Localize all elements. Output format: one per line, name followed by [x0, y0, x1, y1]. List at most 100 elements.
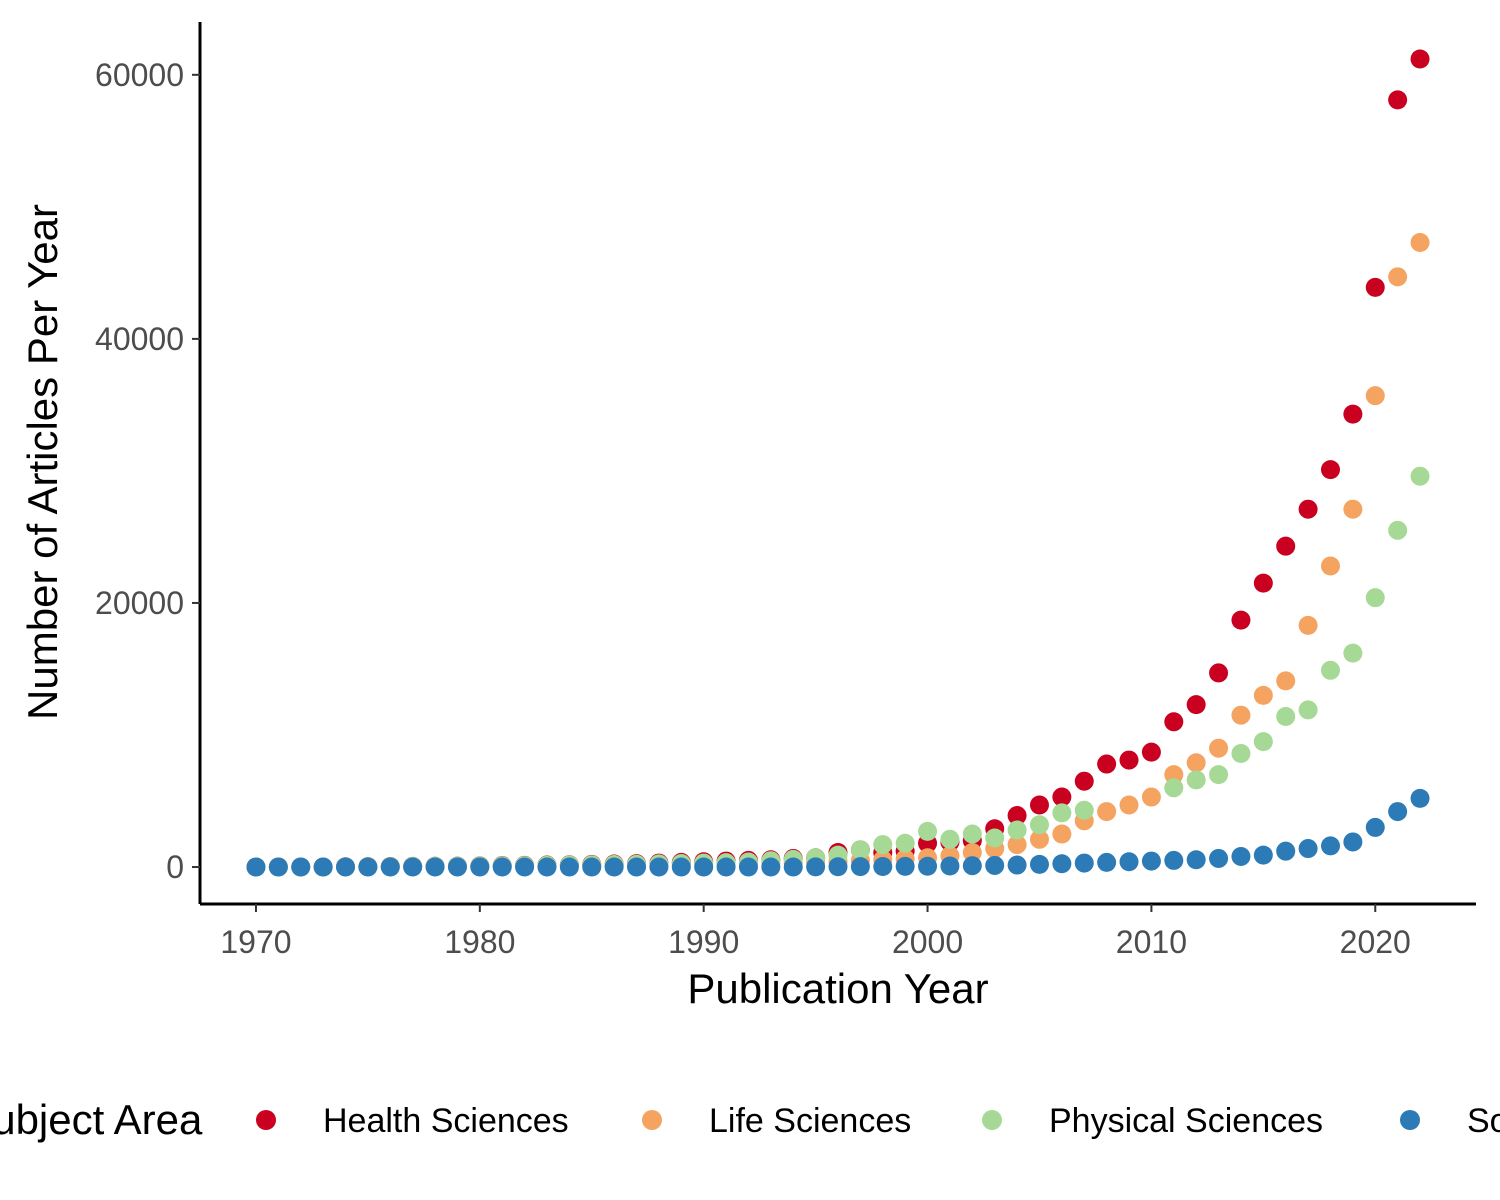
data-point: [1276, 707, 1296, 727]
data-point: [537, 857, 557, 877]
series-health-sciences: [246, 49, 1430, 877]
data-point: [1029, 854, 1049, 874]
data-point: [1097, 852, 1117, 872]
data-point: [1074, 800, 1094, 820]
data-point: [940, 856, 960, 876]
data-point: [1410, 49, 1430, 69]
data-point: [1186, 753, 1206, 773]
data-point: [783, 857, 803, 877]
data-point: [313, 857, 333, 877]
data-point: [985, 855, 1005, 875]
data-point: [1320, 556, 1340, 576]
data-point: [828, 857, 848, 877]
data-point: [1119, 750, 1139, 770]
legend-title: Subject Area: [0, 1096, 203, 1143]
data-point: [336, 857, 356, 877]
data-point: [1231, 610, 1251, 630]
data-point: [1097, 754, 1117, 774]
legend-item: Social Sciences: [1400, 1102, 1500, 1140]
data-point: [1276, 536, 1296, 556]
data-point: [403, 857, 423, 877]
data-point: [1388, 267, 1408, 287]
data-point: [1231, 743, 1251, 763]
data-point: [1343, 499, 1363, 519]
y-tick-label: 0: [166, 849, 184, 885]
data-point: [1074, 853, 1094, 873]
legend-key: [1400, 1110, 1420, 1130]
data-point: [671, 857, 691, 877]
data-point: [962, 856, 982, 876]
data-point: [649, 857, 669, 877]
data-point: [1253, 845, 1273, 865]
data-point: [1186, 850, 1206, 870]
data-point: [1052, 787, 1072, 807]
legend-key: [982, 1110, 1002, 1130]
data-point: [1209, 848, 1229, 868]
data-point: [1410, 466, 1430, 486]
data-point: [940, 829, 960, 849]
data-point: [1141, 742, 1161, 762]
data-point: [1410, 233, 1430, 252]
data-point: [1298, 615, 1318, 635]
data-point: [873, 835, 893, 855]
data-point: [1052, 824, 1072, 844]
data-point: [850, 857, 870, 877]
data-point: [1074, 771, 1094, 791]
x-tick-label: 2000: [892, 924, 963, 960]
legend-key: [256, 1110, 276, 1130]
data-point: [962, 824, 982, 844]
data-point: [1365, 386, 1385, 406]
data-point: [1298, 499, 1318, 519]
data-point: [447, 857, 467, 877]
data-point: [1186, 770, 1206, 790]
data-point: [1052, 854, 1072, 874]
data-point: [1276, 671, 1296, 691]
x-tick-label: 1990: [668, 924, 739, 960]
data-point: [1164, 712, 1184, 732]
legend-label: Physical Sciences: [1049, 1102, 1323, 1140]
y-axis-title: Number of Articles Per Year: [19, 204, 66, 720]
data-point: [1029, 795, 1049, 815]
data-point: [1164, 850, 1184, 870]
data-point: [1007, 835, 1027, 855]
data-point: [1164, 765, 1184, 785]
series-social-sciences: [246, 788, 1430, 877]
data-point: [246, 857, 266, 877]
data-point: [1141, 787, 1161, 807]
data-point: [1410, 788, 1430, 808]
data-point: [1365, 277, 1385, 297]
data-point: [1097, 802, 1117, 822]
data-point: [1209, 663, 1229, 683]
data-point: [1388, 802, 1408, 822]
x-tick-label: 2010: [1116, 924, 1187, 960]
data-point: [761, 857, 781, 877]
axes-layer: 0 20000 40000 60000 1970 1980 1990 2000 2010 2020: [95, 22, 1476, 960]
data-point: [1253, 573, 1273, 593]
data-point: [604, 857, 624, 877]
legend: Subject Area Health Sciences Life Sciences…: [0, 1096, 1500, 1143]
data-point: [268, 857, 288, 877]
data-point: [918, 821, 938, 841]
series-physical-sciences: [246, 466, 1430, 877]
data-point: [1052, 803, 1072, 823]
legend-item: Health Sciences: [256, 1102, 569, 1140]
x-tick-label: 2020: [1340, 924, 1411, 960]
legend-item: Physical Sciences: [982, 1102, 1323, 1140]
data-point: [1164, 778, 1184, 798]
y-tick-label: 20000: [95, 585, 184, 621]
data-point: [962, 843, 982, 863]
legend-key: [642, 1110, 662, 1130]
data-point: [492, 857, 512, 877]
data-point: [1253, 732, 1273, 752]
data-point: [850, 840, 870, 860]
data-point: [985, 828, 1005, 848]
data-point: [1298, 700, 1318, 720]
data-point: [1343, 832, 1363, 852]
x-tick-label: 1970: [220, 924, 291, 960]
y-tick-label: 60000: [95, 57, 184, 93]
data-point: [895, 856, 915, 876]
data-point: [1209, 765, 1229, 785]
data-point: [470, 857, 490, 877]
legend-label: Life Sciences: [709, 1102, 911, 1140]
